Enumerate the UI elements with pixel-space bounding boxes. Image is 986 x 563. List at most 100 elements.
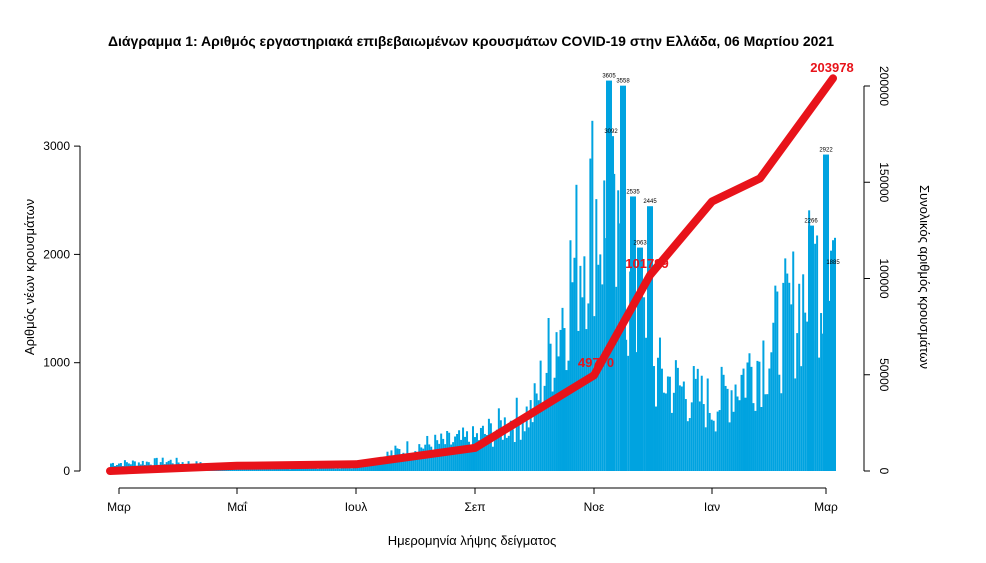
- bar: [485, 435, 488, 471]
- bar: [123, 460, 126, 471]
- bar: [800, 366, 803, 471]
- bar: [569, 240, 572, 471]
- bar: [432, 453, 435, 471]
- bar: [499, 420, 502, 471]
- bar: [778, 374, 781, 471]
- bar: [247, 468, 250, 471]
- bar: [625, 339, 628, 471]
- bar: [684, 399, 687, 471]
- bar: [551, 391, 554, 471]
- bar: [688, 418, 691, 471]
- bar: [563, 328, 566, 471]
- bar: [402, 452, 405, 471]
- bar: [324, 466, 327, 471]
- chart-title: Διάγραμμα 1: Αριθμός εργαστηριακά επιβεβ…: [108, 33, 834, 49]
- bar: [253, 468, 256, 471]
- bar: [575, 184, 578, 472]
- bar: [360, 465, 363, 471]
- cumulative-line-group: [106, 74, 837, 475]
- bar: [358, 465, 361, 471]
- bar: [672, 392, 675, 471]
- bar: [756, 360, 759, 471]
- bar: [814, 243, 817, 471]
- bar: [277, 468, 280, 471]
- peak-label: 1885: [826, 260, 840, 266]
- bar: [557, 356, 560, 471]
- bar: [291, 468, 293, 471]
- bar: [328, 468, 331, 471]
- bar: [245, 468, 248, 471]
- bar: [491, 446, 494, 471]
- bar: [531, 422, 534, 471]
- bar: [744, 397, 747, 471]
- bar: [750, 366, 753, 471]
- bar: [314, 468, 317, 471]
- bar: [322, 466, 325, 471]
- bar: [601, 284, 604, 471]
- peak-label: 2535: [626, 189, 640, 195]
- bar: [746, 362, 749, 471]
- bar: [573, 257, 576, 471]
- bar: [289, 469, 291, 471]
- bar: [470, 451, 473, 471]
- bar: [537, 400, 540, 471]
- bar: [690, 402, 693, 471]
- bar: [712, 420, 715, 471]
- bar: [464, 436, 467, 471]
- bar: [334, 468, 337, 471]
- x-tick-label: Νοε: [584, 500, 605, 514]
- right-y-tick-label: 100000: [877, 258, 891, 298]
- bar: [579, 265, 582, 471]
- bar: [549, 343, 552, 471]
- bar: [300, 467, 303, 471]
- bar: [354, 465, 357, 471]
- peak-label: 2922: [819, 148, 833, 154]
- bar: [475, 433, 478, 471]
- bar: [828, 300, 831, 471]
- bar: [784, 258, 787, 471]
- bar: [692, 366, 695, 471]
- bar: [543, 385, 546, 471]
- bar: [477, 440, 480, 471]
- peak-bar: [647, 206, 653, 472]
- left-y-tick-label: 2000: [43, 247, 70, 261]
- bar: [487, 418, 490, 471]
- bar: [410, 456, 413, 471]
- peak-bar: [608, 136, 614, 471]
- bar: [732, 411, 735, 471]
- bar: [593, 316, 596, 471]
- bar: [493, 434, 496, 471]
- right-y-tick-label: 0: [877, 468, 891, 475]
- bar: [422, 448, 425, 471]
- bar: [662, 392, 665, 471]
- x-tick-label: Ιαν: [704, 500, 720, 514]
- bar: [792, 251, 795, 471]
- bar: [748, 353, 751, 471]
- peak-bar: [830, 266, 836, 471]
- bar: [726, 388, 729, 471]
- bar: [595, 199, 598, 471]
- bar: [273, 468, 276, 471]
- bar: [414, 451, 417, 471]
- bar: [378, 462, 381, 471]
- bar: [816, 235, 819, 471]
- right-y-tick-label: 150000: [877, 162, 891, 202]
- bar: [742, 368, 745, 471]
- bar: [161, 457, 164, 471]
- bar: [497, 408, 500, 471]
- bar: [539, 360, 542, 471]
- bar: [452, 442, 455, 471]
- bar: [412, 453, 415, 471]
- bar: [698, 401, 701, 471]
- peak-label: 3092: [604, 129, 618, 135]
- left-y-axis-label: Αριθμός νέων κρουσμάτων: [22, 199, 37, 355]
- bar: [525, 406, 528, 471]
- peak-label: 2445: [643, 199, 657, 205]
- bar: [627, 355, 630, 471]
- bar: [489, 423, 492, 471]
- bar: [362, 464, 365, 471]
- bar: [676, 367, 679, 471]
- bar: [653, 366, 655, 471]
- bar: [285, 468, 288, 471]
